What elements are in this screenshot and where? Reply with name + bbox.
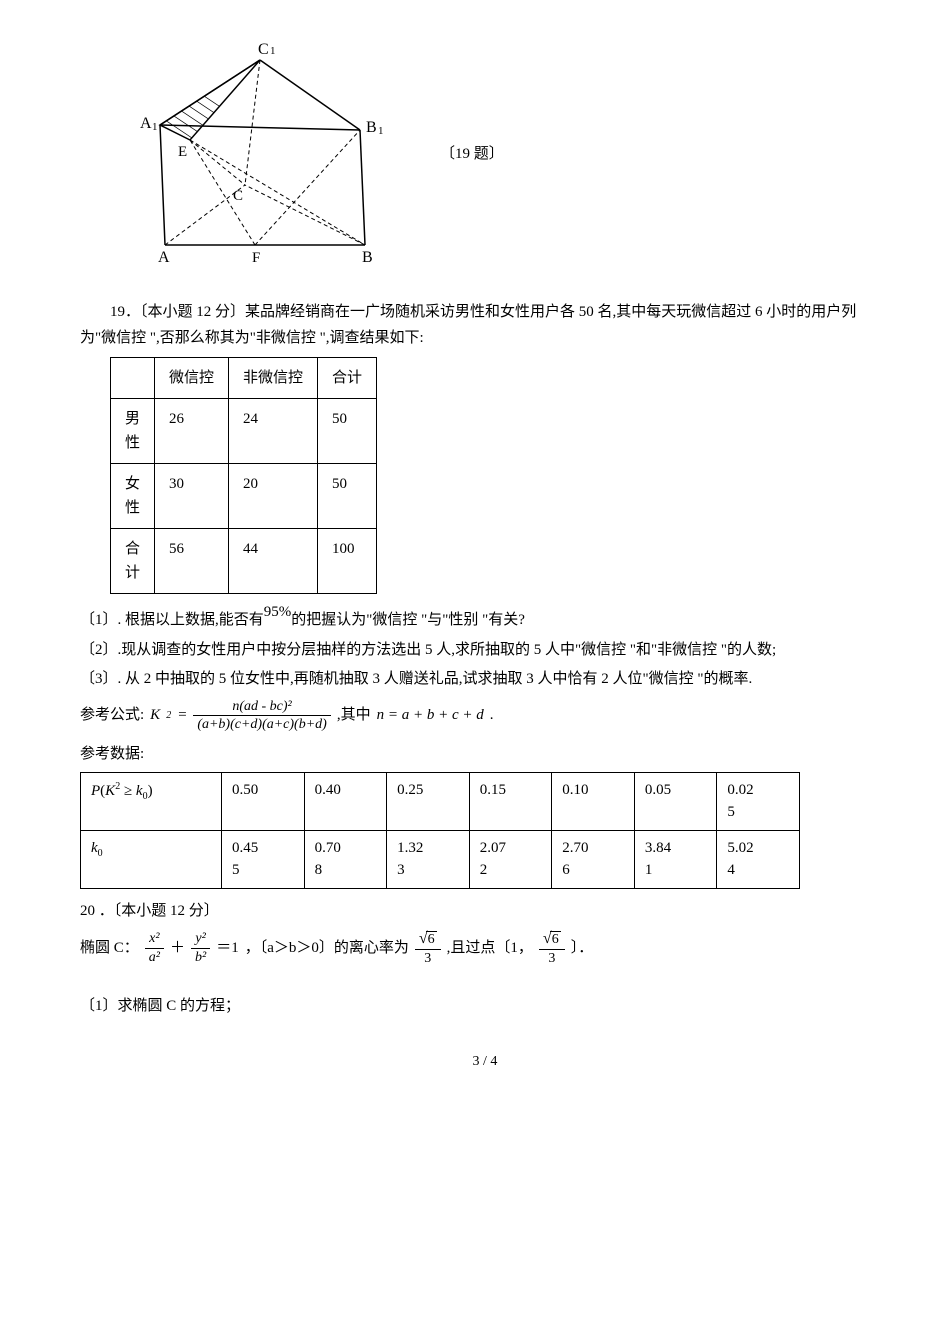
q20-eq1: ＝1 [216,936,239,962]
refdata-label: 参考数据: [80,742,890,768]
q20-mid: ,且过点〔1， [447,936,533,962]
label-B1: B [366,119,377,136]
svg-text:1: 1 [378,125,384,137]
q20-line: 椭圆 C： x² a² ＋ y² b² ＝1 ，〔a＞b＞0〕的离心率为 √6 … [80,930,890,966]
ref-cell: 0.10 [552,772,635,830]
formula-fraction: n(ad - bc)² (a+b)(c+d)(a+c)(b+d) [193,699,331,733]
table-header-wechat: 微信控 [155,358,229,399]
table-header-nonwechat: 非微信控 [229,358,318,399]
ref-cell: 0.05 [634,772,717,830]
q20-cond: ，〔a＞b＞0〕的离心率为 [245,936,409,962]
row-total-label: 合计 [111,529,155,594]
q19-sub3: 〔3〕. 从 2 中抽取的 5 位女性中,再随机抽取 3 人赠送礼品,试求抽取 … [80,667,890,693]
q19-heading: 19．〔本小题 12 分〕某品牌经销商在一广场随机采访男性和女性用户各 50 名… [80,300,890,351]
ref-cell: 2.072 [469,830,552,888]
formula-mid: ,其中 [337,703,371,729]
q20-ecc: √6 3 [415,930,441,966]
q20-heading: 20 ．〔本小题 12 分〕 [80,899,890,925]
label-A: A [158,249,170,266]
label-E: E [178,144,187,160]
ref-cell: 0.50 [222,772,305,830]
sub1-pct: 95% [264,604,292,620]
formula-den: (a+b)(c+d)(a+c)(b+d) [193,716,331,732]
q20-plus: ＋ [170,936,185,962]
label-A1: A [140,115,152,132]
diagram-caption: 〔19 题〕 [440,142,504,168]
q20-point-y: √6 3 [539,930,565,966]
q19-sub2: 〔2〕.现从调查的女性用户中按分层抽样的方法选出 5 人,求所抽取的 5 人中"… [80,638,890,664]
formula-period: . [490,703,494,729]
formula-n: n = a + b + c + d [377,703,484,729]
label-F: F [252,250,260,266]
cell: 44 [229,529,318,594]
ref-cell: 0.455 [222,830,305,888]
ref-cell: 3.841 [634,830,717,888]
K2: K [150,703,160,729]
ref-row1-label: P(K2 ≥ k0) [81,772,222,830]
q19-formula: 参考公式: K2 = n(ad - bc)² (a+b)(c+d)(a+c)(b… [80,699,890,733]
q20-frac1: x² a² [145,931,164,965]
formula-label: 参考公式: [80,703,144,729]
cell: 50 [318,399,377,464]
q19-ref-table: P(K2 ≥ k0) 0.50 0.40 0.25 0.15 0.10 0.05… [80,772,800,889]
q20-sub1: 〔1〕求椭圆 C 的方程； [80,994,890,1020]
formula-num: n(ad - bc)² [193,699,331,716]
q20-frac2: y² b² [191,931,210,965]
table-header-total: 合计 [318,358,377,399]
ref-cell: 0.40 [304,772,387,830]
ref-cell: 0.15 [469,772,552,830]
q20-pre: 椭圆 C： [80,936,139,962]
page-number: 3 / 4 [80,1050,890,1074]
svg-text:1: 1 [270,45,276,57]
cell: 56 [155,529,229,594]
row-male-label: 男性 [111,399,155,464]
ref-cell: 5.024 [717,830,800,888]
cell: 30 [155,464,229,529]
row-female-label: 女性 [111,464,155,529]
ref-cell: 0.708 [304,830,387,888]
cell: 100 [318,529,377,594]
q19-data-table: 微信控 非微信控 合计 男性 26 24 50 女性 30 20 50 合计 5… [110,357,377,594]
cell: 20 [229,464,318,529]
q19-sub1: 〔1〕. 根据以上数据,能否有95%的把握认为"微信控 "与"性别 "有关? [80,600,890,634]
q20-end: 〕． [571,936,594,962]
geometry-diagram: C 1 A 1 B 1 E C A B F [130,40,400,270]
ref-cell: 0.025 [717,772,800,830]
ref-cell: 1.323 [387,830,470,888]
diagram-row: C 1 A 1 B 1 E C A B F 〔19 题〕 [80,40,890,270]
ref-row2-label: k0 [81,830,222,888]
label-B: B [362,249,373,266]
ref-cell: 2.706 [552,830,635,888]
label-C: C [233,188,243,204]
table-header-blank [111,358,155,399]
cell: 50 [318,464,377,529]
ref-cell: 0.25 [387,772,470,830]
svg-text:1: 1 [152,121,158,133]
sub1-post: 的把握认为"微信控 "与"性别 "有关? [291,612,525,628]
sub1-pre: 〔1〕. 根据以上数据,能否有 [80,612,264,628]
cell: 24 [229,399,318,464]
cell: 26 [155,399,229,464]
label-C1: C [258,41,269,58]
